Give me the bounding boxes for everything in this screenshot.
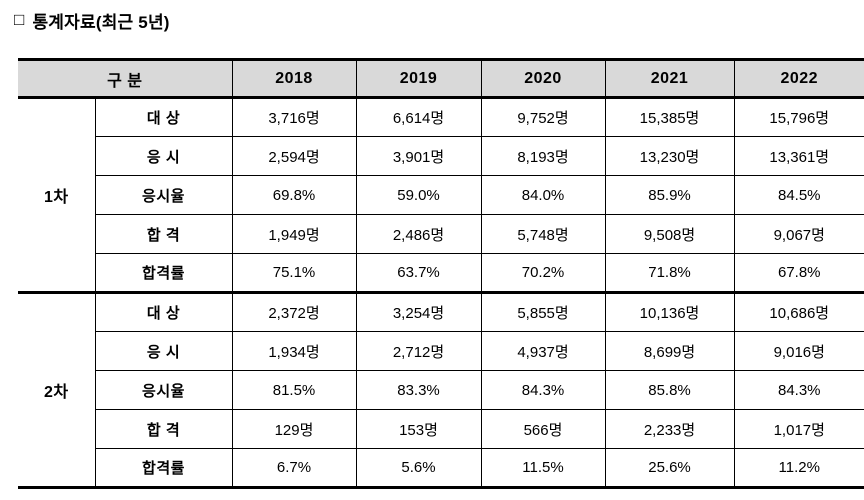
table-row: 합격률 6.7% 5.6% 11.5% 25.6% 11.2%	[18, 448, 864, 488]
value-cell: 2,594명	[231, 136, 357, 176]
category-header-cell: 구 분	[18, 59, 233, 98]
year-header-cell: 2020	[480, 59, 606, 98]
document-page: □ 통계자료(최근 5년) 구 분 2018 2019 2020 2021 20…	[14, 8, 864, 489]
header-row: 구 분 2018 2019 2020 2021 2022	[18, 59, 864, 98]
value-cell: 84.0%	[480, 175, 606, 215]
value-cell: 67.8%	[733, 253, 864, 293]
statistics-table: 구 분 2018 2019 2020 2021 2022 1차 대 상 3,71…	[18, 58, 864, 489]
value-cell: 5.6%	[355, 448, 482, 488]
metric-label-cell: 응 시	[94, 331, 233, 371]
metric-label-cell: 응 시	[94, 136, 233, 176]
metric-label-cell: 합 격	[94, 409, 233, 449]
value-cell: 1,934명	[231, 331, 357, 371]
table-row: 응시율 69.8% 59.0% 84.0% 85.9% 84.5%	[18, 175, 864, 215]
value-cell: 9,508명	[604, 214, 735, 254]
square-bullet-icon: □	[14, 10, 25, 29]
value-cell: 71.8%	[604, 253, 735, 293]
value-cell: 70.2%	[480, 253, 606, 293]
page-title: □ 통계자료(최근 5년)	[14, 8, 864, 32]
metric-label-cell: 합격률	[94, 253, 233, 293]
value-cell: 4,937명	[480, 331, 606, 371]
value-cell: 85.9%	[604, 175, 735, 215]
year-header-cell: 2021	[604, 59, 735, 98]
year-header-cell: 2019	[355, 59, 482, 98]
value-cell: 5,748명	[480, 214, 606, 254]
value-cell: 6.7%	[231, 448, 357, 488]
table-row: 1차 대 상 3,716명 6,614명 9,752명 15,385명 15,7…	[18, 97, 864, 293]
value-cell: 8,699명	[604, 331, 735, 371]
value-cell: 2,233명	[604, 409, 735, 449]
value-cell: 1,949명	[231, 214, 357, 254]
value-cell: 83.3%	[355, 370, 482, 410]
table-row: 합 격 1,949명 2,486명 5,748명 9,508명 9,067명	[18, 214, 864, 254]
value-cell: 15,796명	[733, 97, 864, 137]
metric-label-cell: 응시율	[94, 175, 233, 215]
value-cell: 3,254명	[355, 292, 482, 332]
metric-label-cell: 합 격	[94, 214, 233, 254]
year-header-cell: 2018	[231, 59, 357, 98]
value-cell: 129명	[231, 409, 357, 449]
value-cell: 63.7%	[355, 253, 482, 293]
value-cell: 84.5%	[733, 175, 864, 215]
table-row: 응 시 1,934명 2,712명 4,937명 8,699명 9,016명	[18, 331, 864, 371]
table-row: 응 시 2,594명 3,901명 8,193명 13,230명 13,361명	[18, 136, 864, 176]
metric-label-cell: 응시율	[94, 370, 233, 410]
table-header: 구 분 2018 2019 2020 2021 2022	[18, 59, 864, 98]
value-cell: 3,716명	[231, 97, 357, 137]
value-cell: 15,385명	[604, 97, 735, 137]
value-cell: 8,193명	[480, 136, 606, 176]
value-cell: 81.5%	[231, 370, 357, 410]
table-container: 구 분 2018 2019 2020 2021 2022 1차 대 상 3,71…	[18, 58, 864, 489]
value-cell: 84.3%	[733, 370, 864, 410]
round-label-cell: 2차	[18, 292, 96, 488]
round-label-cell: 1차	[18, 97, 96, 293]
value-cell: 9,752명	[480, 97, 606, 137]
value-cell: 11.5%	[480, 448, 606, 488]
table-row: 2차 대 상 2,372명 3,254명 5,855명 10,136명 10,6…	[18, 292, 864, 488]
value-cell: 85.8%	[604, 370, 735, 410]
value-cell: 2,372명	[231, 292, 357, 332]
section-round-2: 2차 대 상 2,372명 3,254명 5,855명 10,136명 10,6…	[18, 292, 864, 488]
value-cell: 3,901명	[355, 136, 482, 176]
value-cell: 75.1%	[231, 253, 357, 293]
value-cell: 13,361명	[733, 136, 864, 176]
value-cell: 13,230명	[604, 136, 735, 176]
value-cell: 59.0%	[355, 175, 482, 215]
value-cell: 153명	[355, 409, 482, 449]
value-cell: 566명	[480, 409, 606, 449]
table-row: 응시율 81.5% 83.3% 84.3% 85.8% 84.3%	[18, 370, 864, 410]
value-cell: 10,686명	[733, 292, 864, 332]
value-cell: 6,614명	[355, 97, 482, 137]
value-cell: 25.6%	[604, 448, 735, 488]
section-round-1: 1차 대 상 3,716명 6,614명 9,752명 15,385명 15,7…	[18, 97, 864, 293]
page-title-text: 통계자료(최근 5년)	[32, 12, 170, 32]
value-cell: 69.8%	[231, 175, 357, 215]
value-cell: 1,017명	[733, 409, 864, 449]
value-cell: 11.2%	[733, 448, 864, 488]
year-header-cell: 2022	[733, 59, 864, 98]
value-cell: 9,067명	[733, 214, 864, 254]
value-cell: 2,712명	[355, 331, 482, 371]
value-cell: 9,016명	[733, 331, 864, 371]
table-row: 합 격 129명 153명 566명 2,233명 1,017명	[18, 409, 864, 449]
value-cell: 2,486명	[355, 214, 482, 254]
table-row: 합격률 75.1% 63.7% 70.2% 71.8% 67.8%	[18, 253, 864, 293]
value-cell: 84.3%	[480, 370, 606, 410]
metric-label-cell: 대 상	[94, 292, 233, 332]
metric-label-cell: 대 상	[94, 97, 233, 137]
metric-label-cell: 합격률	[94, 448, 233, 488]
value-cell: 10,136명	[604, 292, 735, 332]
value-cell: 5,855명	[480, 292, 606, 332]
